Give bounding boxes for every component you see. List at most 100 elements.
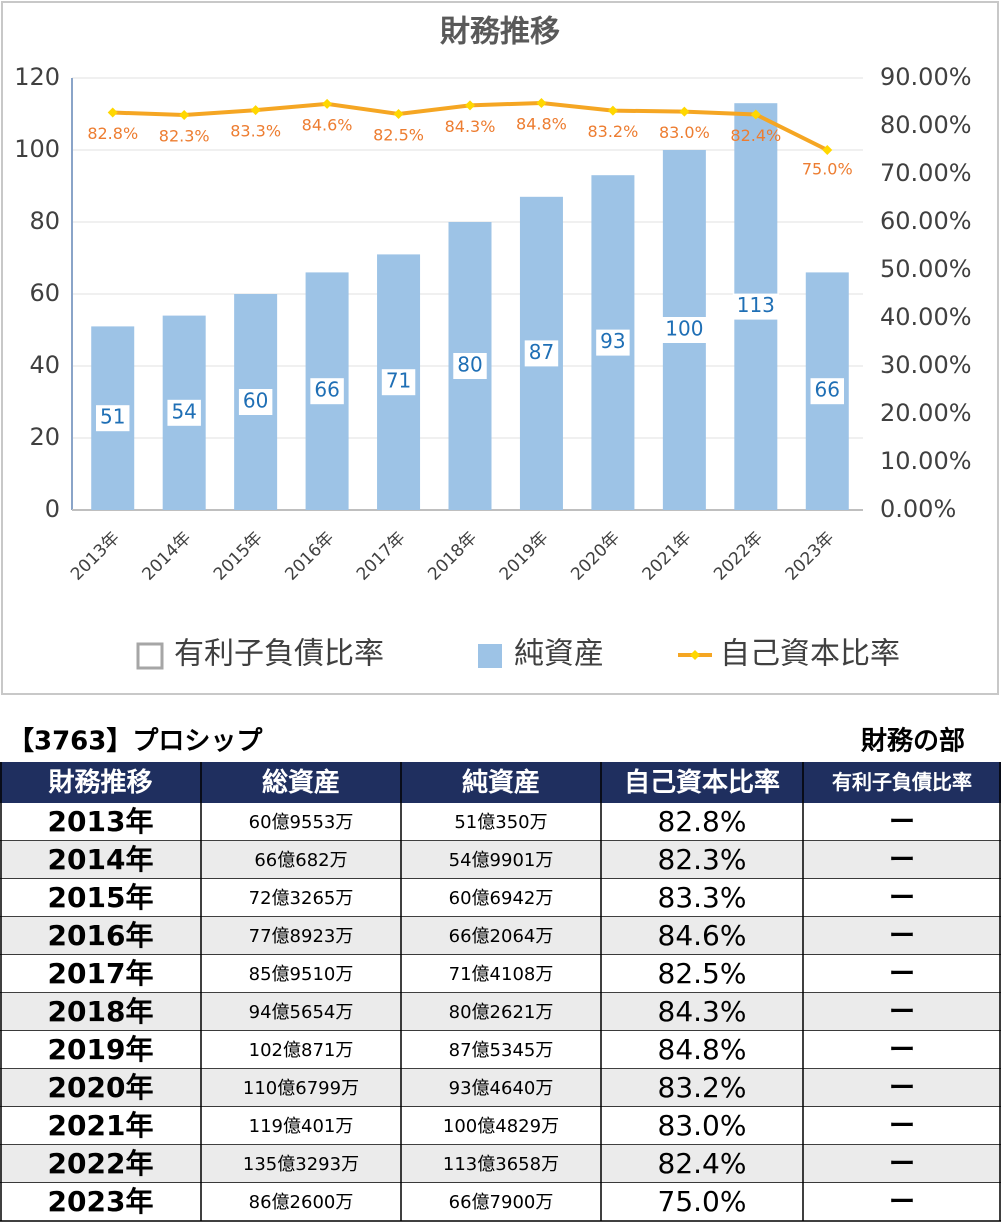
header-cell: 総資産: [262, 767, 340, 798]
legend-label: 有利子負債比率: [174, 637, 384, 672]
table-cell: 51億350万: [454, 812, 547, 833]
bar-value-label: 100: [665, 317, 703, 341]
table-cell: 82.8%: [658, 805, 747, 838]
line-marker: [750, 109, 761, 120]
table-cell: 2019年: [48, 1033, 154, 1066]
line-value-label: 83.3%: [230, 122, 281, 141]
bar-value-label: 113: [737, 293, 775, 317]
y-tick-label: 60: [29, 279, 60, 307]
line-value-label: 75.0%: [802, 160, 853, 179]
table-cell: 66億682万: [254, 850, 347, 871]
table-cell: ー: [889, 846, 915, 876]
bar-label-box: [524, 340, 559, 367]
table-cell: 82.5%: [658, 957, 747, 990]
bar-label-box: [732, 293, 779, 320]
bar-label-box: [596, 329, 630, 356]
table-cell: 66億7900万: [449, 1192, 554, 1213]
table-cell: 84.6%: [658, 919, 747, 952]
y2-tick-label: 80.00%: [880, 111, 972, 139]
table-caption: 財務の部: [861, 727, 965, 757]
y-tick-label: 80: [29, 207, 60, 235]
bar-value-label: 93: [600, 329, 625, 353]
line-value-label: 82.8%: [87, 124, 138, 143]
line-value-label: 82.4%: [730, 126, 781, 145]
table-cell: ー: [889, 1074, 915, 1104]
y-tick-label: 100: [14, 135, 60, 163]
line-marker: [607, 105, 618, 116]
table-row: [0, 1031, 1001, 1069]
table-cell: 2021年: [48, 1109, 154, 1142]
header-cell: 自己資本比率: [624, 767, 780, 798]
table-cell: 83.2%: [658, 1071, 747, 1104]
table-cell: 2018年: [48, 995, 154, 1028]
table-cell: 84.3%: [658, 995, 747, 1028]
line-marker: [822, 145, 833, 155]
header-cell: 有利子負債比率: [832, 770, 972, 794]
y2-tick-label: 0.00%: [880, 495, 956, 523]
legend-label: 純資産: [514, 637, 604, 672]
table-cell: ー: [889, 1188, 915, 1218]
table-cell: 80億2621万: [449, 1002, 554, 1023]
line-marker: [322, 98, 333, 109]
y2-tick-label: 20.00%: [880, 399, 972, 427]
table-cell: 119億401万: [249, 1116, 354, 1137]
table-row: [0, 1183, 1001, 1221]
line-value-label: 84.6%: [302, 115, 353, 134]
bar-value-label: 51: [100, 405, 125, 429]
line-marker: [465, 100, 475, 111]
y2-tick-label: 30.00%: [880, 351, 972, 379]
y2-tick-label: 50.00%: [880, 255, 972, 283]
table-cell: 100億4829万: [443, 1116, 559, 1137]
line-marker: [393, 109, 404, 119]
bar-value-label: 60: [243, 389, 268, 413]
table-cell: 75.0%: [658, 1185, 747, 1218]
table-cell: 60億6942万: [449, 888, 554, 909]
legend-label: 自己資本比率: [720, 637, 900, 672]
table-cell: 85億9510万: [249, 964, 354, 985]
line-value-label: 84.8%: [516, 114, 567, 133]
table-cell: ー: [889, 960, 915, 990]
table-row: [0, 1069, 1001, 1107]
y2-tick-label: 90.00%: [880, 63, 972, 91]
y2-tick-label: 60.00%: [880, 207, 972, 235]
table-row: [0, 917, 1001, 955]
bar-label-box: [96, 405, 130, 432]
table-cell: ー: [889, 884, 915, 914]
line-marker: [179, 109, 190, 120]
bar-label-box: [310, 378, 344, 405]
table-header: [0, 762, 1001, 803]
line-value-label: 83.0%: [659, 123, 710, 142]
table-cell: 2017年: [48, 957, 154, 990]
table-cell: ー: [889, 998, 915, 1028]
table-cell: 102億871万: [249, 1040, 354, 1061]
bar-value-label: 66: [815, 378, 840, 402]
legend-marker: [690, 650, 700, 660]
table-cell: 84.8%: [658, 1033, 747, 1066]
line-value-label: 82.5%: [373, 126, 424, 145]
legend-swatch: [478, 644, 502, 668]
y-tick-label: 20: [29, 423, 60, 451]
table-cell: ー: [889, 1112, 915, 1142]
bar-label-box: [381, 369, 416, 396]
table-cell: 2013年: [48, 805, 154, 838]
line-marker: [250, 105, 261, 116]
bar-label-box: [167, 399, 201, 426]
table-cell: 77億8923万: [249, 926, 354, 947]
table-cell: 82.4%: [658, 1147, 747, 1180]
table-cell: 72億3265万: [249, 888, 354, 909]
table-cell: 66億2064万: [449, 926, 554, 947]
table-cell: 83.3%: [658, 881, 747, 914]
table-cell: 54億9901万: [449, 850, 554, 871]
table-row: [0, 993, 1001, 1031]
table-cell: 113億3658万: [443, 1154, 559, 1175]
line-value-label: 83.2%: [587, 122, 638, 141]
y2-tick-label: 40.00%: [880, 303, 972, 331]
line-value-label: 84.3%: [445, 117, 496, 136]
table-cell: ー: [889, 1036, 915, 1066]
y2-tick-label: 70.00%: [880, 159, 972, 187]
bar-value-label: 87: [529, 340, 554, 364]
line-marker: [679, 106, 690, 117]
table-cell: 2020年: [48, 1071, 154, 1104]
table-cell: 60億9553万: [249, 812, 354, 833]
